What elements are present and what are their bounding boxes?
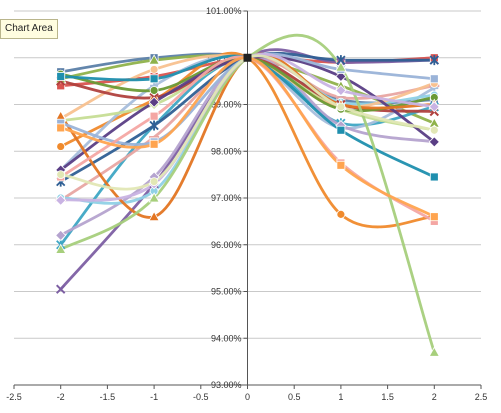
data-point [149, 120, 159, 131]
x-tick-label: 0.5 [288, 392, 301, 402]
data-point [336, 125, 346, 135]
data-point [149, 74, 159, 84]
data-point [429, 172, 439, 182]
data-point [335, 70, 347, 83]
x-tick-label: -0.5 [193, 392, 209, 402]
data-point [148, 96, 160, 108]
data-point [336, 102, 346, 112]
y-tick-label: 96.00% [211, 240, 242, 250]
data-point [149, 177, 159, 187]
x-tick-label: -2 [57, 392, 65, 402]
data-point [56, 72, 66, 81]
data-point [55, 284, 66, 294]
data-point [148, 192, 160, 203]
y-tick-label: 94.00% [211, 333, 242, 343]
x-tick-label: 1 [338, 392, 343, 402]
x-tick-label: -1.5 [100, 392, 116, 402]
data-point [149, 139, 159, 149]
data-point [336, 160, 346, 170]
chart-area-tooltip: Chart Area [0, 19, 58, 39]
data-point [336, 209, 346, 219]
x-tick-label: 2 [432, 392, 437, 402]
y-tick-label: 95.00% [211, 287, 242, 297]
data-point [428, 346, 440, 357]
data-point [429, 74, 439, 84]
y-tick-label: 98.00% [211, 146, 242, 156]
y-tick-label: 101.00% [206, 6, 242, 16]
data-point [149, 86, 159, 95]
origin-point [243, 53, 252, 62]
y-tick-label: 99.00% [211, 100, 242, 110]
data-point [429, 55, 439, 66]
y-tick-label: 93.00% [211, 380, 242, 390]
data-point [56, 142, 66, 151]
x-tick-label: 2.5 [475, 392, 488, 402]
series-line [59, 33, 436, 354]
data-point [148, 210, 160, 222]
data-point [55, 194, 67, 206]
data-point [335, 61, 347, 72]
data-point [56, 170, 66, 180]
x-tick-label: 0 [245, 392, 250, 402]
x-tick-label: 1.5 [381, 392, 394, 402]
data-point [55, 243, 67, 254]
data-point [149, 65, 159, 74]
data-point [428, 136, 440, 148]
x-tick-label: -1 [150, 392, 158, 402]
x-tick-label: -2.5 [6, 392, 22, 402]
data-point [148, 54, 160, 65]
data-point [56, 123, 66, 133]
data-point [55, 229, 67, 241]
data-point [428, 101, 440, 113]
data-point [149, 111, 159, 121]
data-point [429, 212, 439, 222]
data-point [429, 125, 439, 135]
y-tick-label: 97.00% [211, 193, 242, 203]
data-point [335, 84, 347, 97]
